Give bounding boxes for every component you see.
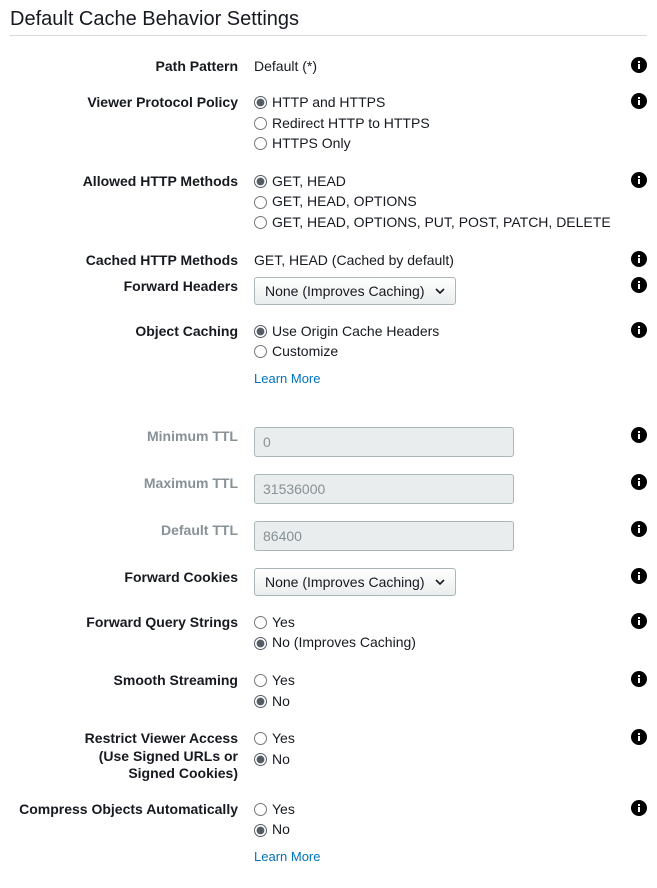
label-max-ttl: Maximum TTL: [10, 473, 254, 493]
info-icon[interactable]: [623, 728, 647, 748]
link-learn-more-object-caching[interactable]: Learn More: [254, 371, 320, 386]
info-icon[interactable]: [623, 171, 647, 191]
row-forward-qs: Forward Query Strings Yes No (Improves C…: [10, 612, 647, 654]
panel-title: Default Cache Behavior Settings: [10, 8, 647, 36]
label-min-ttl: Minimum TTL: [10, 426, 254, 446]
row-object-caching: Object Caching Use Origin Cache Headers …: [10, 321, 647, 386]
chevron-down-icon: [435, 283, 445, 299]
radio-rva-0[interactable]: [254, 732, 267, 745]
radio-label-oc-1[interactable]: Customize: [272, 342, 338, 362]
row-allowed-methods: Allowed HTTP Methods GET, HEAD GET, HEAD…: [10, 171, 647, 234]
row-path-pattern: Path Pattern Default (*): [10, 56, 647, 76]
info-icon[interactable]: [623, 567, 647, 587]
radio-label-ss-1[interactable]: No: [272, 692, 290, 712]
radio-oc-0[interactable]: [254, 325, 267, 338]
dropdown-forward-headers[interactable]: None (Improves Caching): [254, 277, 456, 305]
radio-label-ss-0[interactable]: Yes: [272, 671, 295, 691]
settings-form: Path Pattern Default (*) Viewer Protocol…: [10, 40, 647, 864]
input-min-ttl[interactable]: [254, 427, 514, 457]
dropdown-forward-cookies-value: None (Improves Caching): [265, 574, 425, 590]
dropdown-forward-headers-value: None (Improves Caching): [265, 283, 425, 299]
radio-label-oc-0[interactable]: Use Origin Cache Headers: [272, 322, 439, 342]
radio-label-fqs-1[interactable]: No (Improves Caching): [272, 633, 416, 653]
label-object-caching: Object Caching: [10, 321, 254, 341]
input-default-ttl[interactable]: [254, 521, 514, 551]
radio-vpp-2[interactable]: [254, 137, 267, 150]
value-cached-methods: GET, HEAD (Cached by default): [254, 251, 454, 268]
radio-label-rva-0[interactable]: Yes: [272, 729, 295, 749]
row-compress: Compress Objects Automatically Yes No Le…: [10, 799, 647, 864]
label-viewer-protocol: Viewer Protocol Policy: [10, 92, 254, 112]
radio-label-ahm-2[interactable]: GET, HEAD, OPTIONS, PUT, POST, PATCH, DE…: [272, 213, 611, 233]
label-restrict-access: Restrict Viewer Access (Use Signed URLs …: [10, 728, 254, 783]
radio-ahm-1[interactable]: [254, 196, 267, 209]
label-forward-cookies: Forward Cookies: [10, 567, 254, 587]
info-icon[interactable]: [623, 92, 647, 112]
label-compress: Compress Objects Automatically: [10, 799, 254, 819]
radio-rva-1[interactable]: [254, 753, 267, 766]
row-forward-headers: Forward Headers None (Improves Caching): [10, 276, 647, 305]
info-icon[interactable]: [623, 250, 647, 270]
row-viewer-protocol: Viewer Protocol Policy HTTP and HTTPS Re…: [10, 92, 647, 155]
info-icon[interactable]: [623, 426, 647, 446]
info-icon[interactable]: [623, 670, 647, 690]
radio-label-vpp-1[interactable]: Redirect HTTP to HTTPS: [272, 114, 430, 134]
radio-co-0[interactable]: [254, 803, 267, 816]
label-forward-qs: Forward Query Strings: [10, 612, 254, 632]
label-default-ttl: Default TTL: [10, 520, 254, 540]
row-forward-cookies: Forward Cookies None (Improves Caching): [10, 567, 647, 596]
label-allowed-methods: Allowed HTTP Methods: [10, 171, 254, 191]
link-learn-more-compress[interactable]: Learn More: [254, 849, 320, 864]
row-max-ttl: Maximum TTL: [10, 473, 647, 504]
label-cached-methods: Cached HTTP Methods: [10, 250, 254, 270]
value-path-pattern: Default (*): [254, 57, 317, 74]
radio-label-vpp-0[interactable]: HTTP and HTTPS: [272, 93, 385, 113]
radio-fqs-1[interactable]: [254, 637, 267, 650]
row-min-ttl: Minimum TTL: [10, 426, 647, 457]
radio-label-rva-1[interactable]: No: [272, 750, 290, 770]
radio-label-ahm-0[interactable]: GET, HEAD: [272, 172, 346, 192]
info-icon[interactable]: [623, 56, 647, 76]
radio-fqs-0[interactable]: [254, 616, 267, 629]
input-max-ttl[interactable]: [254, 474, 514, 504]
label-smooth-streaming: Smooth Streaming: [10, 670, 254, 690]
radio-vpp-1[interactable]: [254, 117, 267, 130]
label-forward-headers: Forward Headers: [10, 276, 254, 296]
radio-ahm-0[interactable]: [254, 175, 267, 188]
radio-co-1[interactable]: [254, 824, 267, 837]
radio-ss-0[interactable]: [254, 674, 267, 687]
radio-ahm-2[interactable]: [254, 216, 267, 229]
dropdown-forward-cookies[interactable]: None (Improves Caching): [254, 568, 456, 596]
radio-oc-1[interactable]: [254, 345, 267, 358]
radio-label-ahm-1[interactable]: GET, HEAD, OPTIONS: [272, 192, 417, 212]
chevron-down-icon: [435, 574, 445, 590]
info-icon[interactable]: [623, 473, 647, 493]
row-cached-methods: Cached HTTP Methods GET, HEAD (Cached by…: [10, 250, 647, 270]
row-default-ttl: Default TTL: [10, 520, 647, 551]
radio-label-co-0[interactable]: Yes: [272, 800, 295, 820]
radio-label-fqs-0[interactable]: Yes: [272, 613, 295, 633]
radio-label-vpp-2[interactable]: HTTPS Only: [272, 134, 351, 154]
radio-ss-1[interactable]: [254, 695, 267, 708]
info-icon[interactable]: [623, 799, 647, 819]
radio-vpp-0[interactable]: [254, 96, 267, 109]
info-icon[interactable]: [623, 612, 647, 632]
label-path-pattern: Path Pattern: [10, 56, 254, 76]
row-restrict-access: Restrict Viewer Access (Use Signed URLs …: [10, 728, 647, 783]
info-icon[interactable]: [623, 321, 647, 341]
row-smooth-streaming: Smooth Streaming Yes No: [10, 670, 647, 712]
info-icon[interactable]: [623, 276, 647, 296]
info-icon[interactable]: [623, 520, 647, 540]
